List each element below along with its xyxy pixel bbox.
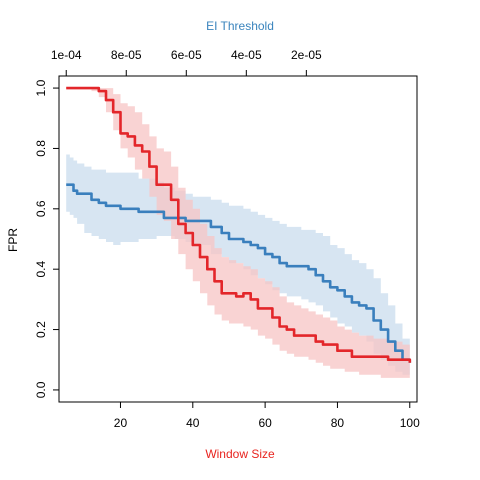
top-tick-label: 2e-05 [291,48,322,62]
top-tick-label: 4e-05 [231,48,262,62]
y-tick-label: 0.6 [34,200,48,217]
y-axis-label: FPR [6,228,20,252]
x-tick-label: 40 [186,416,200,430]
y-tick-label: 0.0 [34,381,48,398]
y-tick-label: 0.8 [34,140,48,157]
top-tick-label: 6e-05 [171,48,202,62]
x-tick-label: 20 [114,416,128,430]
y-tick-label: 1.0 [34,79,48,96]
top-tick-label: 8e-05 [111,48,142,62]
y-tick-label: 0.2 [34,321,48,338]
x-tick-label: 80 [331,416,345,430]
top-tick-label: 1e-04 [51,48,82,62]
x-axis: 20 40 60 80 100 [114,402,420,430]
y-tick-label: 0.4 [34,261,48,278]
top-axis: 1e-04 8e-05 6e-05 4e-05 2e-05 [51,48,322,76]
x-tick-label: 100 [400,416,420,430]
y-axis: 0.0 0.2 0.4 0.6 0.8 1.0 [34,79,59,398]
x-axis-label: Window Size [205,447,275,461]
confidence-bands [66,88,410,378]
chart-title: EI Threshold [206,19,274,33]
x-tick-label: 60 [258,416,272,430]
